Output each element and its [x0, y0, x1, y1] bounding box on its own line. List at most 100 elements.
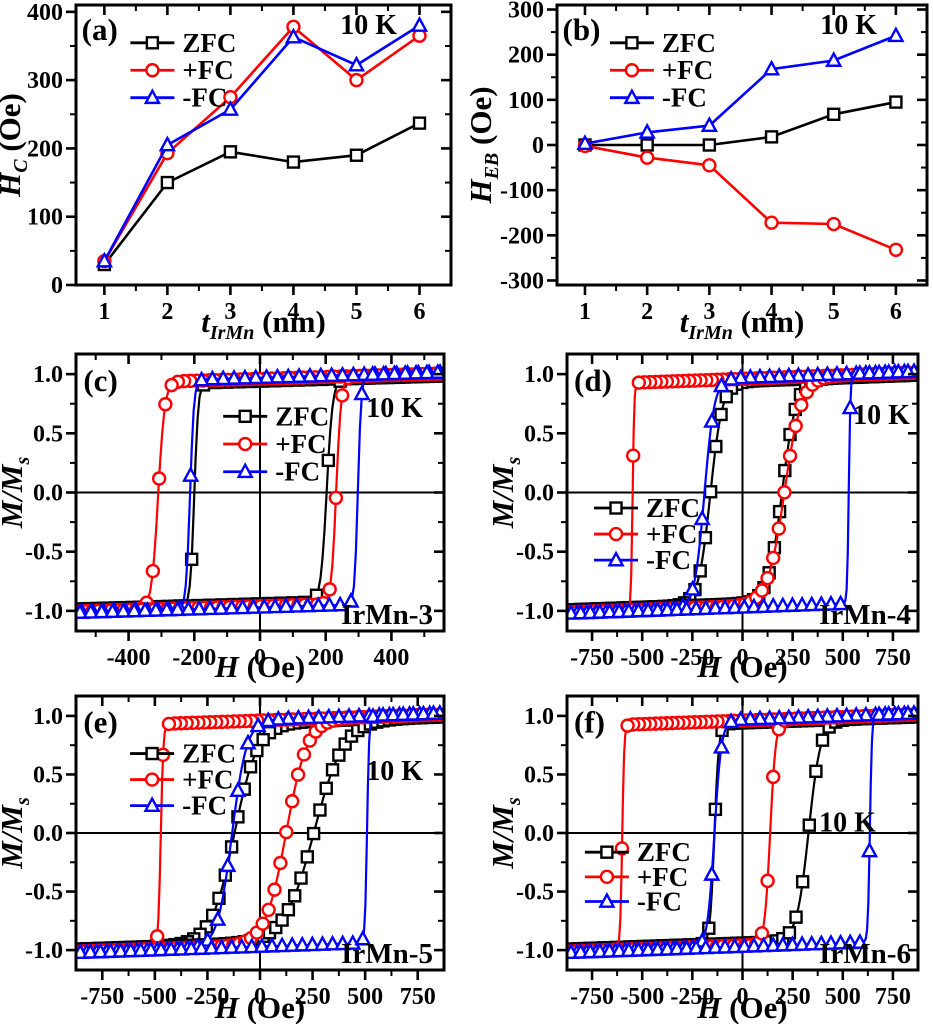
- x-tick-label: 5: [828, 299, 840, 325]
- annotation: IrMn-6: [819, 938, 911, 970]
- panel-b-chart: 1 2 3 4 5 6 -300 -200 -100 0 100 200 300 tIrMn (nm) HE…: [463, 0, 929, 344]
- panel-d: -750 -500 -250 0 250 500 750 -1.0 -0.5 0.0 0.5 1.0 H…: [467, 341, 933, 684]
- plot-area: [76, 696, 444, 970]
- legend: ZFC+FC-FC: [223, 401, 329, 487]
- y-tick-label: 300: [508, 0, 544, 24]
- x-tick-label: -250: [670, 645, 714, 671]
- y-tick-label: -1.0: [516, 938, 554, 964]
- panel-f-chart: -750 -500 -250 0 250 500 750 -1.0 -0.5 0.0 0.5 1.0 H…: [485, 694, 920, 1024]
- y-tick-label: -200: [500, 223, 544, 249]
- legend-entry-ZFC: ZFC: [584, 837, 691, 867]
- y-tick-label: 0.5: [33, 421, 63, 447]
- y-tick-label: 100: [508, 88, 544, 114]
- y-tick-label: 1.0: [33, 704, 63, 730]
- legend-label: +FC: [275, 429, 326, 459]
- legend-entry-ZFC: ZFC: [130, 28, 236, 58]
- x-tick-label: 3: [224, 299, 236, 325]
- legend-entry-+FC: +FC: [223, 429, 327, 459]
- legend-entry-+FC: +FC: [609, 55, 713, 85]
- legend-entry--FC: -FC: [223, 457, 320, 487]
- x-tick-label: -250: [185, 984, 229, 1010]
- y-tick-label: 0.0: [524, 821, 554, 847]
- y-tick-label: 0: [532, 133, 544, 159]
- x-tick-label: 0: [254, 984, 266, 1010]
- legend-entry--FC: -FC: [130, 83, 227, 113]
- plot-area: [567, 354, 918, 631]
- annotation: 10 K: [819, 808, 876, 839]
- annotation: 10 K: [366, 393, 423, 424]
- y-tick-label: 0.5: [524, 421, 554, 447]
- x-tick-label: -200: [172, 645, 216, 671]
- legend-entry-+FC: +FC: [594, 519, 697, 549]
- y-tick-label: -1.0: [25, 938, 63, 964]
- x-tick-label: 500: [825, 645, 861, 671]
- y-tick-label: 1.0: [33, 362, 63, 388]
- y-tick-label: -0.5: [516, 540, 554, 566]
- y-tick-label: 0.0: [33, 821, 63, 847]
- series-+FC: [577, 138, 904, 257]
- panel-d-chart: -750 -500 -250 0 250 500 750 -1.0 -0.5 0.0 0.5 1.0 H…: [485, 352, 920, 684]
- annotation: IrMn-5: [341, 938, 433, 970]
- axis-ticks: [66, 696, 444, 980]
- series-ZFC: [578, 95, 903, 152]
- legend: ZFC+FC-FC: [130, 739, 236, 821]
- y-axis-label: M/Ms: [485, 797, 525, 870]
- x-axis-label: tIrMn (nm): [201, 304, 326, 341]
- y-axis-label: HC (Oe): [0, 93, 32, 198]
- panel-a-chart: 1 2 3 4 5 6 0 100 200 300 400 tIrMn (nm) HC (Oe) ZFC+…: [0, 0, 453, 344]
- legend-entry--FC: -FC: [594, 545, 691, 575]
- annotation: 10 K: [853, 400, 910, 431]
- x-tick-label: -400: [107, 645, 151, 671]
- axis-ticks: [66, 354, 444, 641]
- y-tick-label: 200: [508, 43, 544, 69]
- x-tick-label: 4: [287, 299, 299, 325]
- panel-e: -750 -500 -250 0 250 500 750 -1.0 -0.5 0.0 0.5 1.0 H…: [0, 683, 466, 1024]
- annotation: 10 K: [340, 10, 397, 41]
- axis-ticks: [557, 354, 918, 641]
- x-tick-label: 750: [875, 984, 911, 1010]
- y-tick-label: 0.0: [524, 481, 554, 507]
- panel-a: 1 2 3 4 5 6 0 100 200 300 400 tIrMn (nm) HC (Oe) ZFC+…: [0, 0, 466, 344]
- legend-entry-ZFC: ZFC: [223, 401, 329, 431]
- plot-area: [567, 696, 918, 970]
- x-tick-label: 6: [890, 299, 902, 325]
- panel-b: 1 2 3 4 5 6 -300 -200 -100 0 100 200 300 tIrMn (nm) HE…: [463, 0, 933, 344]
- series--FC: [567, 362, 918, 620]
- x-tick-label: 0: [737, 984, 749, 1010]
- plot-area: [95, 15, 429, 272]
- panel-f: -750 -500 -250 0 250 500 750 -1.0 -0.5 0.0 0.5 1.0 H…: [467, 683, 933, 1024]
- legend-label: +FC: [646, 519, 697, 549]
- legend: ZFC+FC-FC: [584, 837, 691, 917]
- x-axis-label: H (Oe): [214, 649, 305, 683]
- plot-area: [76, 354, 444, 631]
- y-tick-label: 1.0: [524, 704, 554, 730]
- legend-label: -FC: [275, 457, 320, 487]
- y-axis-label: M/Ms: [0, 457, 34, 530]
- y-tick-label: 0.0: [33, 481, 63, 507]
- x-tick-label: 2: [161, 299, 173, 325]
- x-tick-label: -750: [570, 645, 614, 671]
- legend-label: -FC: [637, 887, 682, 917]
- x-tick-label: 500: [825, 984, 861, 1010]
- x-tick-label: 250: [295, 984, 331, 1010]
- x-axis-label: tIrMn (nm): [680, 304, 805, 341]
- legend-entry--FC: -FC: [130, 791, 227, 821]
- legend-entry--FC: -FC: [609, 83, 707, 113]
- legend-label: +FC: [182, 765, 233, 795]
- x-tick-label: 1: [98, 299, 110, 325]
- legend: ZFC+FC-FC: [609, 28, 716, 113]
- annotation: (d): [574, 363, 612, 398]
- y-tick-label: 200: [27, 136, 63, 162]
- x-tick-label: 750: [875, 645, 911, 671]
- panel-c: -400 -200 0 200 400 -1.0 -0.5 0.0 0.5 1.0 H (Oe) M/…: [0, 341, 466, 684]
- legend: ZFC+FC-FC: [594, 493, 700, 575]
- legend-label: ZFC: [646, 493, 700, 523]
- y-tick-label: -100: [500, 178, 544, 204]
- x-tick-label: 0: [254, 645, 266, 671]
- x-tick-label: 0: [737, 645, 749, 671]
- y-tick-label: -0.5: [25, 540, 63, 566]
- legend-label: ZFC: [637, 837, 691, 867]
- y-tick-label: 0.5: [33, 762, 63, 788]
- y-tick-label: -1.0: [25, 599, 63, 625]
